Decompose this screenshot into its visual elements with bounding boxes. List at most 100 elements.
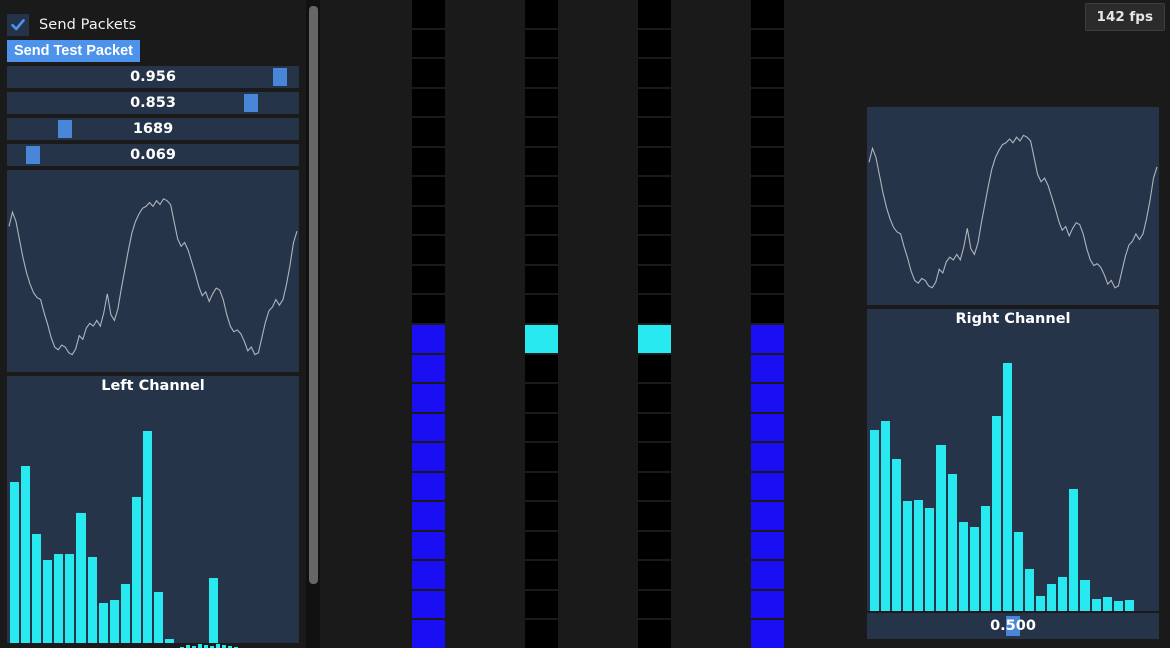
- vu-segment: [638, 118, 671, 146]
- spectrum-bar: [32, 533, 42, 648]
- vu-segment: [412, 295, 445, 324]
- vu-segment: [412, 384, 445, 412]
- vu-segment: [638, 206, 671, 235]
- vu-segment: [412, 118, 445, 146]
- spectrum-bar: [142, 430, 153, 648]
- vu-segment: [751, 620, 784, 648]
- vu-segment: [638, 295, 671, 324]
- vu-segment: [638, 236, 671, 264]
- vu-segment: [525, 206, 558, 235]
- vu-segment: [638, 620, 671, 648]
- spectrum-bar: [1058, 576, 1068, 611]
- check-icon: [11, 19, 25, 31]
- vu-segment: [412, 531, 445, 560]
- vu-segment: [525, 265, 558, 294]
- spectrum-bar: [1002, 363, 1013, 611]
- vu-segment: [638, 384, 671, 412]
- checkbox-box[interactable]: [7, 14, 29, 36]
- vu-segment: [412, 502, 445, 530]
- vu-meter-3[interactable]: [638, 0, 671, 648]
- slider-0-handle[interactable]: [273, 68, 287, 86]
- vu-segment: [751, 0, 784, 28]
- sliver-bar: [228, 646, 232, 648]
- spectrum-bar: [870, 430, 880, 611]
- vu-segment: [412, 177, 445, 205]
- vu-segment: [525, 590, 558, 619]
- vu-segment: [751, 59, 784, 87]
- slider-3-handle[interactable]: [26, 146, 40, 164]
- vu-segment: [412, 590, 445, 619]
- vu-segment: [525, 325, 558, 353]
- right-channel-spectrum: Right Channel: [867, 309, 1159, 611]
- bottom-slider[interactable]: 0.500: [867, 613, 1159, 639]
- vu-meter-2[interactable]: [525, 0, 558, 648]
- spectrum-bar: [209, 577, 219, 648]
- send-packets-checkbox[interactable]: Send Packets: [7, 14, 136, 36]
- vu-segment: [412, 472, 445, 501]
- slider-2-handle[interactable]: [58, 120, 72, 138]
- spectrum-bar: [1102, 597, 1112, 611]
- sliver-bar: [198, 644, 202, 648]
- vu-segment: [412, 413, 445, 442]
- spectrum-bar: [881, 420, 891, 611]
- vu-segment: [638, 29, 671, 58]
- left-channel-title: Left Channel: [101, 378, 205, 394]
- slider-0-value: 0.956: [130, 69, 176, 85]
- vu-segment: [638, 0, 671, 28]
- vu-segment: [525, 88, 558, 117]
- vu-segment: [751, 295, 784, 324]
- sliver-bar: [222, 645, 226, 648]
- vu-segment: [751, 147, 784, 176]
- slider-1[interactable]: 0.853: [7, 92, 299, 114]
- vu-segment: [638, 590, 671, 619]
- spectrum-bar: [10, 481, 20, 648]
- spectrum-bar: [1069, 489, 1079, 611]
- vu-segment: [751, 236, 784, 264]
- vu-segment: [638, 413, 671, 442]
- offscreen-widget-sliver: [0, 643, 306, 648]
- slider-3-value: 0.069: [130, 147, 176, 163]
- left-panel-scrollbar[interactable]: [306, 0, 320, 648]
- vu-meter-4[interactable]: [751, 0, 784, 648]
- vu-segment: [638, 443, 671, 471]
- left-channel-bars: [7, 388, 299, 648]
- sliver-bar: [192, 646, 196, 648]
- slider-2[interactable]: 1689: [7, 118, 299, 140]
- spectrum-bar: [43, 559, 53, 648]
- vu-segment: [638, 325, 671, 353]
- vu-meter-1[interactable]: [412, 0, 445, 648]
- spectrum-bar: [980, 505, 990, 611]
- vu-segment: [525, 384, 558, 412]
- vu-segment: [525, 29, 558, 58]
- vu-segment: [751, 443, 784, 471]
- vu-segment: [751, 265, 784, 294]
- vu-segment: [525, 236, 558, 264]
- vu-segment: [412, 147, 445, 176]
- slider-1-handle[interactable]: [244, 94, 258, 112]
- vu-segment: [751, 384, 784, 412]
- scrollbar-thumb[interactable]: [309, 6, 318, 584]
- vu-segment: [751, 325, 784, 353]
- vu-segment: [525, 472, 558, 501]
- spectrum-bar: [98, 602, 108, 648]
- vu-segment: [412, 206, 445, 235]
- left-channel-spectrum: Left Channel: [7, 376, 299, 648]
- send-test-packet-button[interactable]: Send Test Packet: [7, 40, 141, 62]
- spectrum-bar: [65, 554, 75, 648]
- vu-segment: [412, 325, 445, 353]
- spectrum-bar: [892, 458, 902, 611]
- sliver-bar: [216, 644, 220, 648]
- bottom-slider-handle[interactable]: [1006, 616, 1020, 636]
- spectrum-bar: [936, 445, 946, 611]
- spectrum-bar: [958, 521, 968, 611]
- vu-segment: [525, 59, 558, 87]
- vu-segment: [751, 531, 784, 560]
- vu-segment: [638, 531, 671, 560]
- slider-2-value: 1689: [132, 121, 174, 137]
- slider-0[interactable]: 0.956: [7, 66, 299, 88]
- send-packets-label: Send Packets: [39, 17, 137, 33]
- vu-segment: [412, 561, 445, 589]
- vu-segment: [638, 147, 671, 176]
- vu-segment: [412, 443, 445, 471]
- slider-3[interactable]: 0.069: [7, 144, 299, 166]
